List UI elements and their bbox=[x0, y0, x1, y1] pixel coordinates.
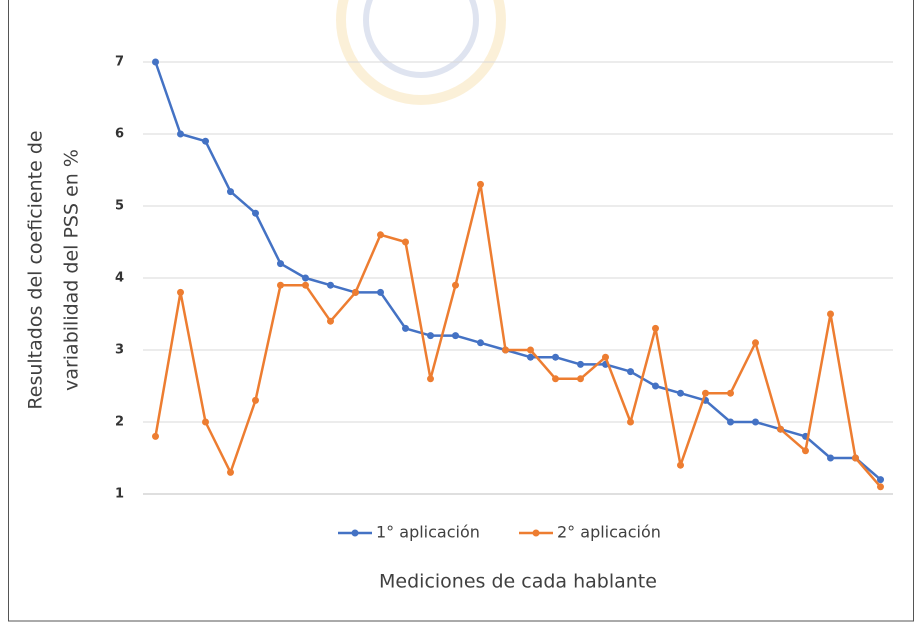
legend-label: 2° aplicación bbox=[557, 523, 661, 542]
data-point bbox=[577, 360, 584, 368]
series-line bbox=[154, 183, 882, 488]
data-point bbox=[702, 389, 709, 397]
legend-marker bbox=[351, 529, 359, 537]
data-point bbox=[227, 188, 234, 196]
data-point bbox=[377, 231, 384, 239]
data-point bbox=[527, 353, 534, 361]
data-point bbox=[877, 483, 884, 491]
data-point bbox=[677, 461, 684, 469]
data-point bbox=[602, 353, 609, 361]
data-point bbox=[652, 324, 659, 332]
data-point bbox=[252, 396, 259, 404]
data-point bbox=[377, 288, 384, 296]
data-point bbox=[402, 324, 409, 332]
data-point bbox=[502, 346, 509, 354]
legend-marker bbox=[532, 529, 540, 537]
y-tick-label: 3 bbox=[115, 343, 124, 358]
data-point bbox=[777, 425, 784, 433]
data-point bbox=[477, 180, 484, 188]
data-point bbox=[427, 375, 434, 383]
data-point bbox=[752, 339, 759, 347]
y-tick-label: 4 bbox=[115, 271, 124, 286]
data-point bbox=[802, 447, 809, 455]
data-point bbox=[227, 468, 234, 476]
y-tick-label: 1 bbox=[115, 487, 124, 502]
series-line bbox=[154, 61, 882, 481]
data-point bbox=[677, 389, 684, 397]
data-point bbox=[327, 281, 334, 289]
data-point bbox=[477, 339, 484, 347]
data-point bbox=[727, 418, 734, 426]
data-point bbox=[352, 288, 359, 296]
data-point bbox=[527, 346, 534, 354]
data-point bbox=[427, 332, 434, 340]
y-tick-label: 2 bbox=[115, 415, 124, 430]
data-point bbox=[327, 317, 334, 325]
data-point bbox=[877, 476, 884, 484]
legend-label: 1° aplicación bbox=[376, 523, 480, 542]
data-point bbox=[252, 209, 259, 217]
data-point bbox=[727, 389, 734, 397]
data-point bbox=[302, 281, 309, 289]
data-point bbox=[302, 274, 309, 282]
watermark bbox=[336, 0, 506, 105]
y-axis-label: Resultados del coeficiente de bbox=[25, 130, 47, 409]
y-tick-label: 7 bbox=[115, 55, 124, 70]
data-point bbox=[277, 260, 284, 268]
data-point bbox=[852, 454, 859, 462]
data-point bbox=[452, 281, 459, 289]
data-point bbox=[627, 418, 634, 426]
y-tick-label: 5 bbox=[115, 199, 124, 214]
chart-frame bbox=[8, 0, 914, 622]
data-point bbox=[827, 310, 834, 318]
data-point bbox=[627, 368, 634, 376]
y-tick-label: 6 bbox=[115, 127, 124, 142]
data-point bbox=[452, 332, 459, 340]
x-axis-label: Mediciones de cada hablante bbox=[379, 571, 657, 593]
data-point bbox=[202, 418, 209, 426]
data-point bbox=[277, 281, 284, 289]
data-point bbox=[552, 353, 559, 361]
data-point bbox=[402, 238, 409, 246]
data-point bbox=[152, 58, 159, 66]
data-point bbox=[177, 130, 184, 138]
y-axis-label: variabilidad del PSS en % bbox=[61, 149, 83, 391]
data-point bbox=[177, 288, 184, 296]
data-point bbox=[752, 418, 759, 426]
data-point bbox=[652, 382, 659, 390]
data-point bbox=[827, 454, 834, 462]
data-point bbox=[152, 432, 159, 440]
data-point bbox=[552, 375, 559, 383]
data-point bbox=[577, 375, 584, 383]
data-point bbox=[202, 137, 209, 145]
